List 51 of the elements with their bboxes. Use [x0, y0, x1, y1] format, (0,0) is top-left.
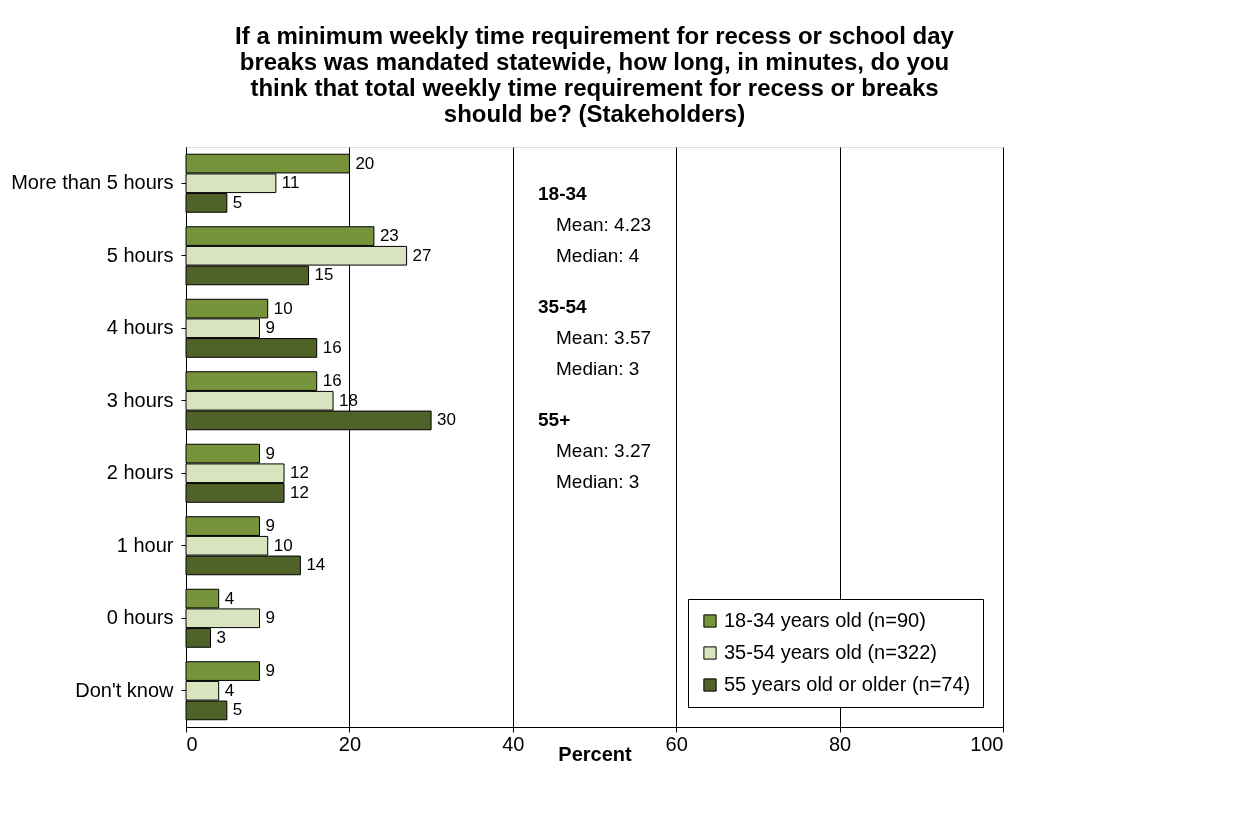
annotation: 35-54	[538, 296, 588, 317]
y-tick-label: 3 hours	[106, 388, 174, 411]
annotation: Mean: 4.23	[556, 214, 652, 235]
annotation: 18-34	[538, 183, 588, 204]
x-axis-title: Percent	[558, 742, 633, 765]
data-label: 9	[265, 661, 275, 681]
data-label: 9	[265, 516, 275, 536]
annotation: Median: 4	[556, 245, 640, 266]
data-label: 5	[232, 192, 243, 212]
data-label: 11	[281, 173, 300, 193]
y-tick-label: 4 hours	[106, 316, 174, 339]
data-label: 16	[322, 337, 342, 357]
data-label: 23	[379, 226, 399, 246]
legend-label: 55 years old or older (n=74)	[724, 673, 971, 695]
legend-label: 35-54 years old (n=322)	[724, 641, 937, 663]
annotation: Mean: 3.27	[556, 440, 652, 461]
data-label: 10	[273, 535, 293, 555]
y-tick-label: Don't know	[75, 678, 175, 701]
legend-label: 18-34 years old (n=90)	[724, 609, 926, 631]
data-label: 9	[265, 443, 275, 463]
data-label: 16	[322, 371, 342, 391]
data-label: 15	[314, 265, 334, 285]
x-tick-label: 80	[828, 732, 852, 755]
y-tick-label: 1 hour	[116, 533, 174, 556]
data-label: 10	[273, 298, 293, 318]
data-label: 27	[412, 245, 432, 265]
annotation: Median: 3	[556, 358, 640, 379]
data-label: 30	[437, 410, 457, 430]
chart-title: If a minimum weekly time requirement for recess or school day breaks was mandated statewide, how long, in minutes, do you think that total weekly time requirement for recess or breaks should be? (Stakeholders)	[235, 22, 955, 127]
data-label: 20	[355, 153, 375, 173]
data-label: 3	[216, 627, 226, 647]
x-tick-label: 0	[186, 732, 198, 755]
x-tick-label: 60	[665, 732, 688, 755]
x-tick-label: 20	[338, 732, 362, 755]
annotation: Median: 3	[556, 471, 640, 492]
y-tick-label: 5 hours	[106, 243, 174, 266]
y-tick-label: 0 hours	[106, 606, 174, 629]
x-tick-label: 100	[970, 732, 1004, 755]
annotation: 55+	[538, 409, 571, 430]
y-tick-label: 2 hours	[106, 461, 174, 484]
data-label: 5	[232, 700, 243, 720]
data-label: 4	[224, 588, 235, 608]
data-label: 9	[265, 608, 275, 628]
data-label: 12	[290, 463, 309, 483]
y-tick-label: More than 5 hours	[11, 171, 174, 194]
data-label: 12	[290, 482, 309, 502]
data-label: 9	[265, 318, 275, 338]
data-label: 14	[306, 555, 326, 575]
x-tick-label: 40	[502, 732, 525, 755]
data-label: 4	[224, 680, 235, 700]
annotation: Mean: 3.57	[556, 327, 652, 348]
